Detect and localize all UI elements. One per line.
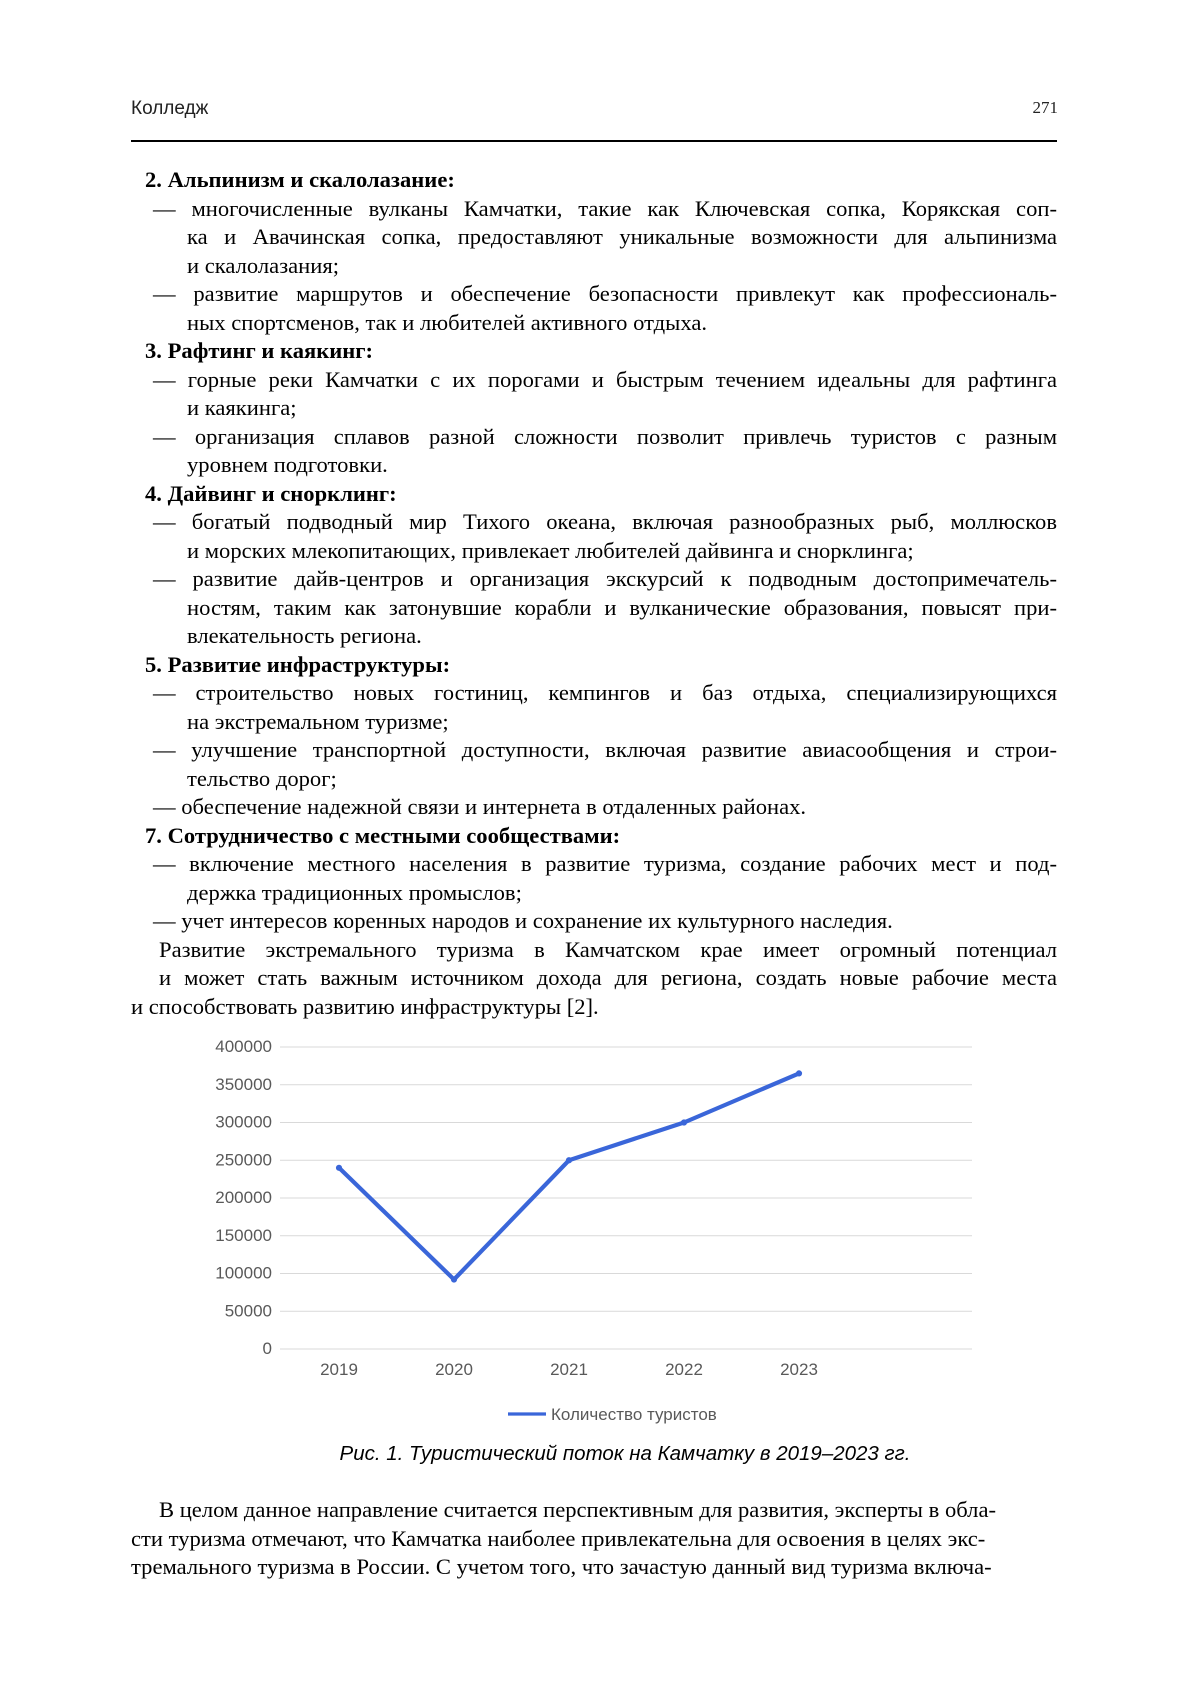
svg-text:250000: 250000 [215,1150,272,1169]
svg-text:2023: 2023 [780,1360,818,1379]
svg-text:0: 0 [263,1339,272,1358]
svg-text:350000: 350000 [215,1075,272,1094]
svg-text:400000: 400000 [215,1040,272,1056]
svg-text:50000: 50000 [225,1301,272,1320]
svg-text:200000: 200000 [215,1188,272,1207]
svg-text:2021: 2021 [550,1360,588,1379]
svg-text:Количество туристов: Количество туристов [551,1405,717,1424]
svg-text:2022: 2022 [665,1360,703,1379]
svg-text:2019: 2019 [320,1360,358,1379]
svg-text:2020: 2020 [435,1360,473,1379]
svg-text:300000: 300000 [215,1113,272,1132]
svg-text:150000: 150000 [215,1226,272,1245]
svg-text:100000: 100000 [215,1264,272,1283]
